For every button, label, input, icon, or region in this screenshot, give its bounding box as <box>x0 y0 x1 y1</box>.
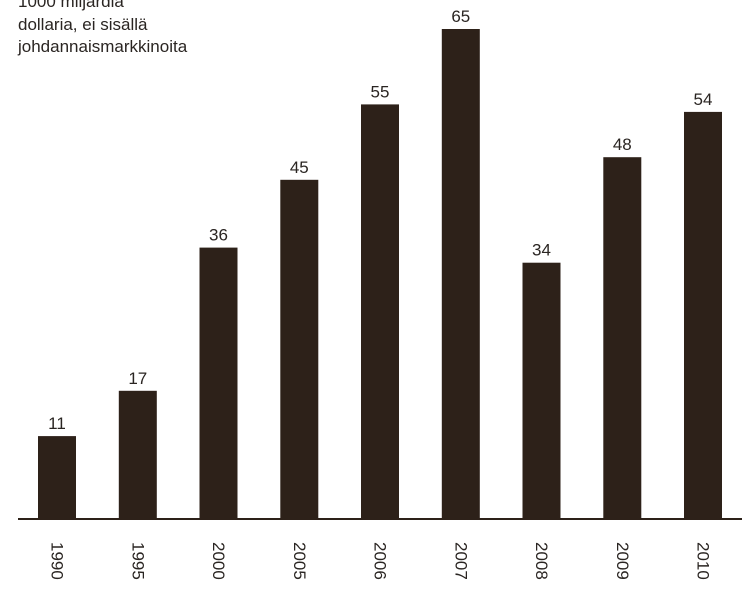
bar-2000 <box>199 247 238 519</box>
bar-2010 <box>684 111 722 520</box>
chart-title: 1000 miljardia dollaria, ei sisällä johd… <box>18 0 187 59</box>
x-tick-label-2005: 2005 <box>290 542 309 580</box>
data-label-2006: 55 <box>371 82 390 101</box>
data-label-2005: 45 <box>290 158 309 177</box>
data-label-1995: 17 <box>128 369 147 388</box>
x-tick-label-2010: 2010 <box>694 542 713 580</box>
x-tick-label-1995: 1995 <box>128 542 147 580</box>
x-tick-label-2006: 2006 <box>371 542 390 580</box>
bar-2005 <box>280 179 319 520</box>
x-tick-label-2008: 2008 <box>532 542 551 580</box>
bar-2006 <box>361 104 399 520</box>
bar-2007 <box>441 29 480 519</box>
data-label-1990: 11 <box>48 414 66 433</box>
x-tick-label-2009: 2009 <box>613 542 632 580</box>
data-label-2000: 36 <box>209 226 228 245</box>
data-label-2007: 65 <box>451 7 470 26</box>
bar-1995 <box>118 390 157 519</box>
bar-2009 <box>603 157 642 519</box>
x-tick-label-1990: 1990 <box>48 542 67 580</box>
bar-1990 <box>38 436 76 519</box>
chart-title-line-1: 1000 miljardia <box>18 0 124 11</box>
x-tick-label-2007: 2007 <box>451 542 470 580</box>
data-label-2009: 48 <box>613 135 632 154</box>
bar-2008 <box>522 262 561 519</box>
chart-title-line-3: johdannaismarkkinoita <box>18 37 188 56</box>
chart-title-line-2: dollaria, ei sisällä <box>18 14 148 34</box>
data-label-2010: 54 <box>694 90 713 109</box>
x-tick-label-2000: 2000 <box>209 542 228 580</box>
data-label-2008: 34 <box>532 241 551 260</box>
